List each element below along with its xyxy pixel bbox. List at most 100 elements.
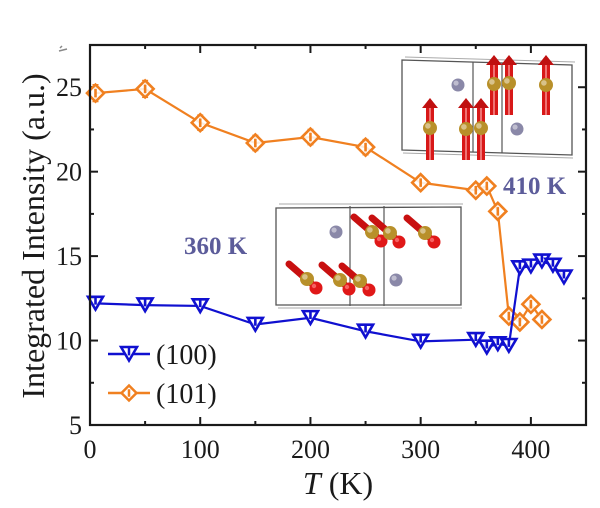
- gold-atom: [459, 122, 473, 136]
- series-layer: [85, 78, 574, 357]
- gold-atom-body: [418, 226, 432, 240]
- gold-atom-highlight: [367, 227, 373, 233]
- gold-atom-body: [365, 225, 379, 239]
- gray-atom-body: [451, 78, 465, 92]
- data-point: [355, 323, 376, 340]
- legend-item-100: (100): [108, 340, 217, 371]
- gold-atom-highlight: [302, 274, 308, 280]
- gold-atom-highlight: [504, 78, 510, 84]
- gold-atom-body: [353, 274, 367, 288]
- data-point: [487, 201, 509, 222]
- data-point: [189, 112, 211, 134]
- x-axis-title: T (K): [303, 465, 373, 501]
- gold-atom-body: [383, 226, 397, 240]
- data-point: [543, 257, 563, 275]
- data-point: [134, 78, 156, 100]
- spin-arrow-head-highlight: [429, 237, 435, 243]
- legend-marker-100: [118, 345, 140, 364]
- gray-atom: [451, 78, 465, 92]
- gold-atom: [539, 78, 553, 92]
- y-tick-label: 10: [56, 327, 82, 356]
- legend-item-101: (101): [108, 379, 217, 410]
- spin-arrow-head: [501, 55, 517, 65]
- gold-atom: [300, 272, 314, 286]
- data-point: [477, 339, 497, 357]
- gray-atom-highlight: [331, 227, 337, 233]
- data-point: [520, 293, 542, 315]
- y-tick-label: 5: [69, 411, 82, 440]
- spin-arrow-head-highlight: [376, 236, 382, 242]
- gold-atom: [418, 226, 432, 240]
- x-tick-label: 0: [84, 435, 97, 464]
- gray-atom: [389, 273, 403, 287]
- data-point: [499, 337, 519, 355]
- gold-atom-body: [423, 121, 437, 135]
- gray-atom-body: [329, 225, 343, 239]
- gold-atom-body: [300, 272, 314, 286]
- gold-atom-body: [474, 121, 488, 135]
- inset-360K: [275, 203, 463, 309]
- data-point: [510, 260, 530, 277]
- inset-410K: [401, 55, 576, 160]
- legend-label-101: (101): [156, 379, 217, 410]
- gold-atom-highlight: [355, 276, 361, 282]
- data-point: [135, 297, 155, 314]
- data-point: [244, 132, 266, 154]
- legend-label-100: (100): [156, 340, 217, 371]
- plot-frame: [88, 43, 588, 427]
- data-point: [509, 311, 531, 333]
- gold-atom-body: [459, 122, 473, 136]
- x-axis-variable: T: [303, 465, 323, 501]
- gold-atom-highlight: [476, 123, 482, 129]
- gray-atom-highlight: [391, 275, 397, 281]
- x-tick-label: 100: [181, 435, 220, 464]
- data-point: [300, 309, 321, 327]
- gold-atom-highlight: [385, 228, 391, 234]
- gray-atom: [329, 225, 343, 239]
- data-point: [554, 269, 574, 286]
- spin-arrow-head-highlight: [311, 283, 317, 289]
- gold-atom-highlight: [461, 124, 467, 130]
- annotation-410K: 410 K: [503, 173, 567, 200]
- gold-atom-highlight: [541, 80, 547, 86]
- legend: (100) (101): [108, 340, 217, 410]
- gray-atom-body: [389, 273, 403, 287]
- data-point: [300, 126, 321, 148]
- gold-atom-body: [539, 78, 553, 92]
- annotation-360K: 360 K: [184, 233, 248, 260]
- data-point: [190, 298, 210, 315]
- spin-arrow-head: [538, 55, 554, 65]
- inset-360K-frame-back: [278, 203, 463, 309]
- gold-atom-body: [487, 77, 501, 91]
- spin-arrow-head: [458, 98, 474, 108]
- x-tick-label: 400: [511, 435, 550, 464]
- gold-atom: [333, 273, 347, 287]
- series-100: [85, 253, 574, 357]
- spin-arrow-head-highlight: [364, 285, 370, 291]
- gold-atom: [365, 225, 379, 239]
- spin-arrow-head: [422, 98, 438, 108]
- gold-atom: [423, 121, 437, 135]
- gold-atom-highlight: [489, 79, 495, 85]
- gold-atom: [353, 274, 367, 288]
- gold-atom: [383, 226, 397, 240]
- data-point: [531, 309, 553, 330]
- series-101: [85, 78, 553, 333]
- x-tick-label: 300: [401, 435, 440, 464]
- y-tick-label: 20: [56, 158, 82, 187]
- gold-atom: [502, 76, 516, 90]
- data-point: [85, 295, 106, 313]
- gold-atom-highlight: [425, 123, 431, 129]
- legend-marker-101: [119, 383, 139, 403]
- gold-atom: [474, 121, 488, 135]
- y-axis-title: Integrated Intensity (a.u.): [15, 73, 51, 398]
- spin-arrow-head: [473, 98, 489, 108]
- y-tick-label: 15: [56, 242, 82, 271]
- data-point: [410, 333, 431, 351]
- data-point: [476, 175, 498, 197]
- x-tick-label: 200: [291, 435, 330, 464]
- gray-atom-highlight: [512, 124, 518, 130]
- data-point: [355, 136, 376, 158]
- inset-360K-frame: [275, 206, 462, 306]
- data-point: [521, 258, 541, 275]
